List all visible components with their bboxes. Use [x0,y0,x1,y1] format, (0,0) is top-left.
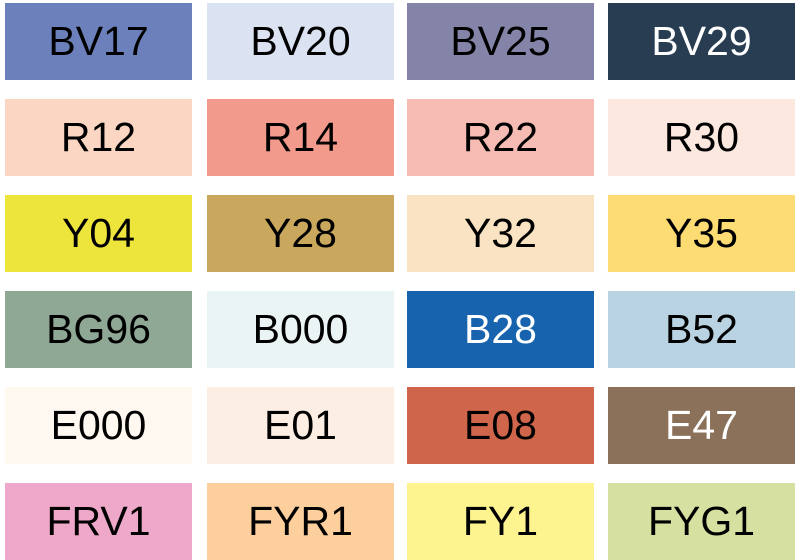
color-swatch-e000: E000 [5,387,192,464]
color-swatch-fy1: FY1 [407,483,594,560]
color-swatch-y35: Y35 [608,195,795,272]
color-swatch-frv1: FRV1 [5,483,192,560]
color-swatch-bg96: BG96 [5,291,192,368]
color-swatch-r22: R22 [407,99,594,176]
color-swatch-y32: Y32 [407,195,594,272]
color-swatch-bv20: BV20 [207,3,394,80]
color-swatch-e08: E08 [407,387,594,464]
color-swatch-bv29: BV29 [608,3,795,80]
color-swatch-e47: E47 [608,387,795,464]
color-swatch-b000: B000 [207,291,394,368]
color-swatch-fyg1: FYG1 [608,483,795,560]
color-swatch-r12: R12 [5,99,192,176]
color-swatch-r30: R30 [608,99,795,176]
color-swatch-b28: B28 [407,291,594,368]
color-swatch-e01: E01 [207,387,394,464]
color-swatch-bv17: BV17 [5,3,192,80]
color-swatch-y28: Y28 [207,195,394,272]
color-swatch-fyr1: FYR1 [207,483,394,560]
color-swatch-b52: B52 [608,291,795,368]
color-swatch-y04: Y04 [5,195,192,272]
color-swatch-r14: R14 [207,99,394,176]
color-swatch-bv25: BV25 [407,3,594,80]
